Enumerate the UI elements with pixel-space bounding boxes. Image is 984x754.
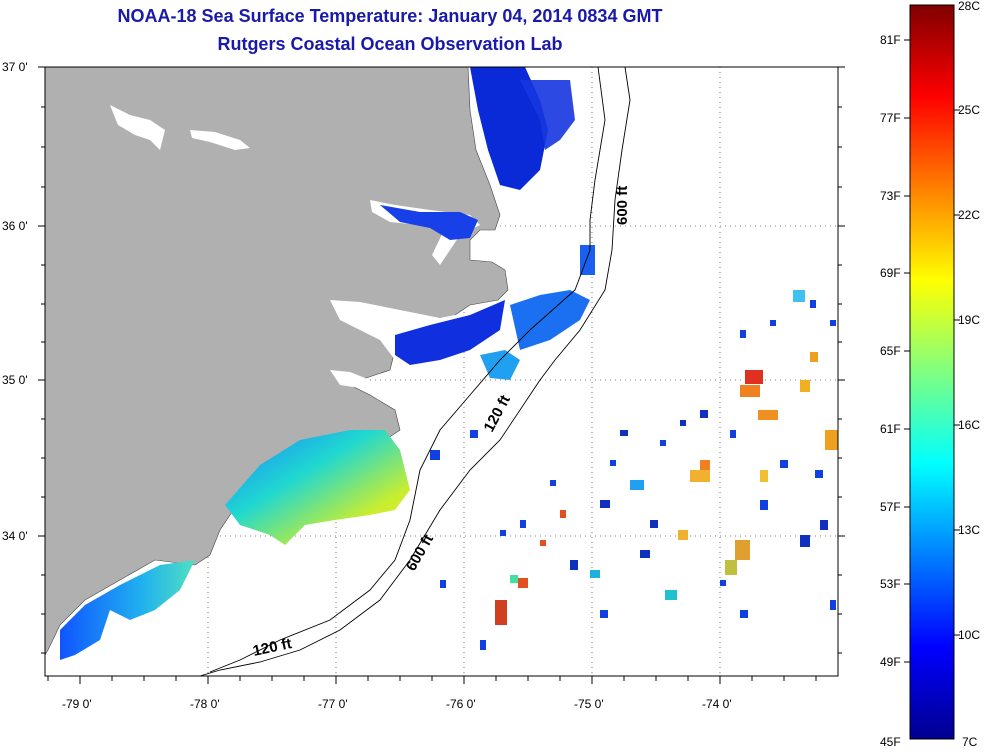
colorbar-f-tick: 65F [880, 344, 901, 358]
colorbar-c-tick: 25C [958, 103, 980, 117]
contour-600ft [199, 67, 631, 676]
colorbar-f-tick: 69F [880, 266, 901, 280]
colorbar-f-tick: 81F [880, 33, 901, 47]
colorbar-min-c: 7C [962, 735, 978, 749]
colorbar: 28C 7C 45F 81F 77F 73F 69F 65F 61F 57F 5… [880, 0, 980, 749]
contour-label-600-north: 600 ft [614, 186, 631, 225]
lon-label: -76 0' [446, 697, 476, 711]
lat-label: 34 0' [2, 529, 28, 543]
lon-label: -75 0' [574, 697, 604, 711]
map-title: NOAA-18 Sea Surface Temperature: January… [117, 6, 663, 26]
map-border [44, 66, 839, 677]
grid-lines [45, 67, 838, 676]
colorbar-c-tick: 10C [958, 628, 980, 642]
axis-ticks [38, 66, 845, 684]
colorbar-f-tick: 73F [880, 189, 901, 203]
colorbar-c-tick: 22C [958, 208, 980, 222]
map-subtitle: Rutgers Coastal Ocean Observation Lab [217, 34, 563, 54]
lon-label: -77 0' [318, 697, 348, 711]
sst-sounds [60, 67, 590, 660]
colorbar-f-tick: 57F [880, 500, 901, 514]
lat-label: 35 0' [2, 373, 28, 387]
contour-lines [199, 67, 631, 676]
lat-label: 36 0' [2, 219, 28, 233]
sst-offshore [430, 245, 838, 650]
colorbar-gradient [909, 4, 955, 740]
contour-120ft [209, 67, 606, 673]
lon-label: -78 0' [190, 697, 220, 711]
colorbar-c-tick: 13C [958, 523, 980, 537]
colorbar-min-f: 45F [880, 735, 901, 749]
colorbar-c-tick: 19C [958, 313, 980, 327]
map-area [45, 67, 838, 676]
colorbar-max-c: 28C [958, 0, 980, 13]
colorbar-f-tick: 77F [880, 111, 901, 125]
colorbar-f-tick: 53F [880, 577, 901, 591]
lon-label: -74 0' [702, 697, 732, 711]
lon-label: -79 0' [62, 697, 92, 711]
colorbar-c-tick: 16C [958, 418, 980, 432]
lat-label: 37 0' [2, 60, 28, 74]
colorbar-f-tick: 49F [880, 655, 901, 669]
colorbar-f-tick: 61F [880, 422, 901, 436]
